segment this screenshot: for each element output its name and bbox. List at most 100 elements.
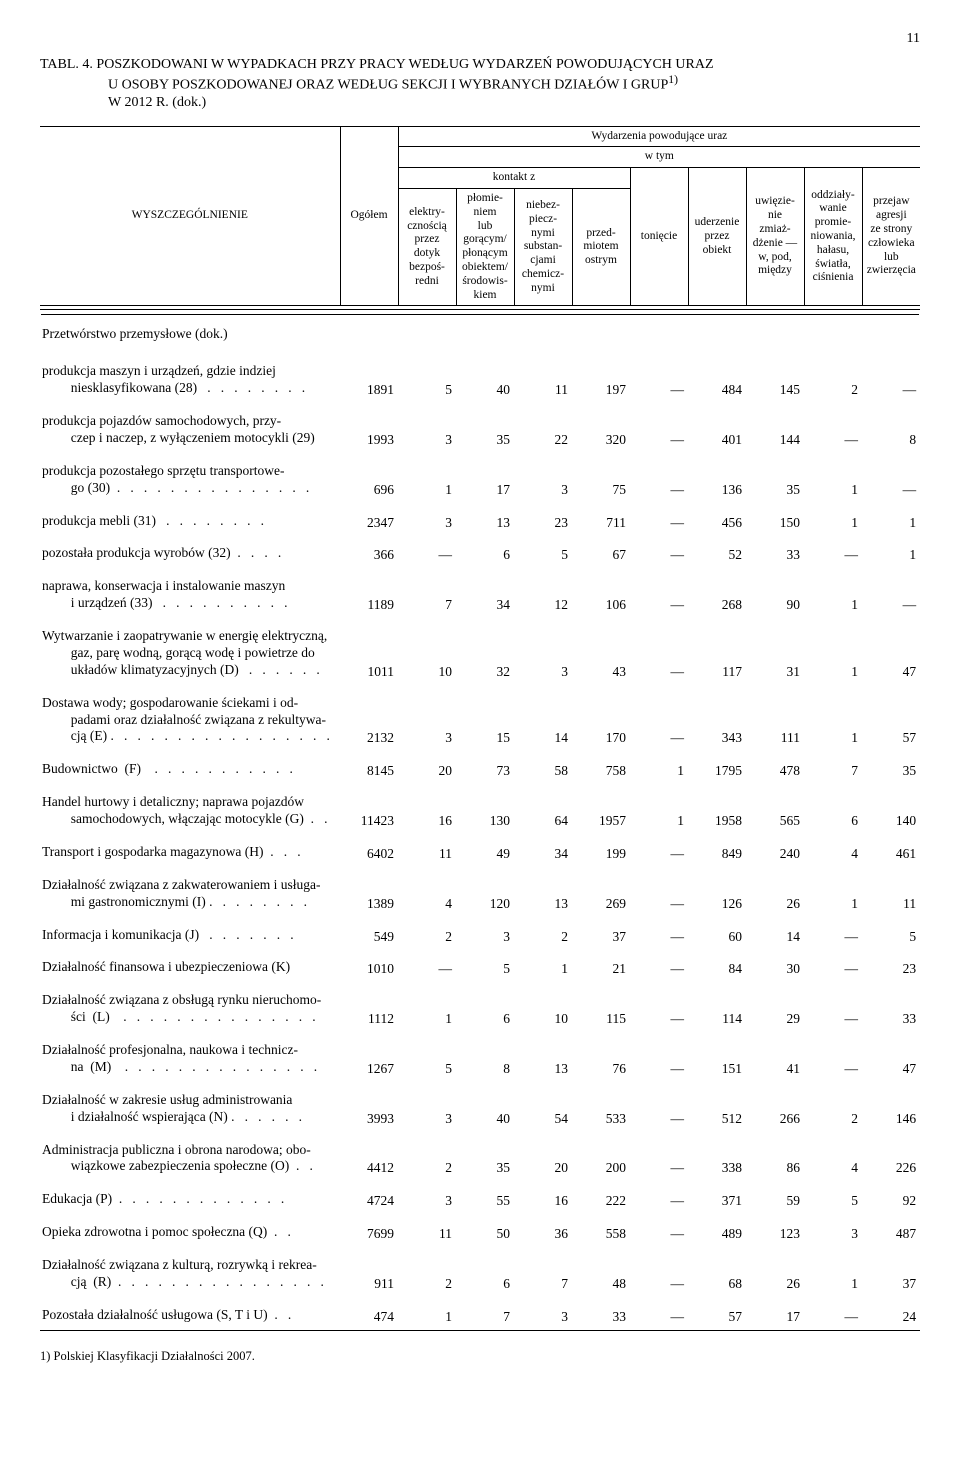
cell: 549	[340, 917, 398, 950]
cell: 6402	[340, 834, 398, 867]
hdr-c3: niebez- piecz- nymi substan- cjami chemi…	[514, 189, 572, 306]
table-row: produkcja mebli (31) . . . . . . . .2347…	[40, 503, 920, 536]
table-row: produkcja maszyn i urządzeń, gdzie indzi…	[40, 353, 920, 403]
cell: 2347	[340, 503, 398, 536]
cell: 1389	[340, 867, 398, 917]
cell: 489	[688, 1214, 746, 1247]
cell: —	[630, 917, 688, 950]
cell: 16	[398, 784, 456, 834]
cell: 2	[514, 917, 572, 950]
cell: 40	[456, 353, 514, 403]
cell: 1958	[688, 784, 746, 834]
cell: 43	[572, 618, 630, 685]
cell: 33	[572, 1297, 630, 1330]
cell: 13	[514, 867, 572, 917]
cell: 11	[514, 353, 572, 403]
table-row: Wytwarzanie i zaopatrywanie w energię el…	[40, 618, 920, 685]
cell: 86	[746, 1132, 804, 1182]
cell: 1	[862, 503, 920, 536]
cell: —	[804, 535, 862, 568]
cell: 29	[746, 982, 804, 1032]
row-label: Budownictwo (F) . . . . . . . . . . .	[40, 751, 340, 784]
cell: 1	[804, 503, 862, 536]
cell: 758	[572, 751, 630, 784]
hdr-wtym: w tym	[398, 147, 920, 168]
table-row: Informacja i komunikacja (J) . . . . . .…	[40, 917, 920, 950]
cell: —	[630, 453, 688, 503]
cell: —	[862, 453, 920, 503]
cell: 343	[688, 685, 746, 752]
row-label: Transport i gospodarka magazynowa (H) . …	[40, 834, 340, 867]
hdr-c5: tonięcie	[630, 168, 688, 306]
cell: —	[630, 568, 688, 618]
cell: 73	[456, 751, 514, 784]
cell: 4412	[340, 1132, 398, 1182]
cell: 478	[746, 751, 804, 784]
cell: 33	[746, 535, 804, 568]
cell: 16	[514, 1181, 572, 1214]
cell: 1993	[340, 403, 398, 453]
table-row: Transport i gospodarka magazynowa (H) . …	[40, 834, 920, 867]
cell: 1	[804, 685, 862, 752]
cell: 5	[456, 949, 514, 982]
cell: 37	[862, 1247, 920, 1297]
cell: 11	[398, 834, 456, 867]
cell: —	[804, 403, 862, 453]
cell: 115	[572, 982, 630, 1032]
table-row: Działalność finansowa i ubezpieczeniowa …	[40, 949, 920, 982]
cell: 34	[456, 568, 514, 618]
cell: —	[630, 867, 688, 917]
row-label: Informacja i komunikacja (J) . . . . . .…	[40, 917, 340, 950]
cell: 2	[398, 917, 456, 950]
cell: —	[862, 568, 920, 618]
cell: 33	[862, 982, 920, 1032]
hdr-c4: przed- miotem ostrym	[572, 189, 630, 306]
cell: 11	[862, 867, 920, 917]
cell: 150	[746, 503, 804, 536]
cell: 92	[862, 1181, 920, 1214]
row-label: Działalność finansowa i ubezpieczeniowa …	[40, 949, 340, 982]
cell: —	[630, 1247, 688, 1297]
cell: 3	[456, 917, 514, 950]
cell: —	[398, 535, 456, 568]
cell: 484	[688, 353, 746, 403]
cell: 240	[746, 834, 804, 867]
cell: 35	[456, 1132, 514, 1182]
cell: 84	[688, 949, 746, 982]
footnote: 1) Polskiej Klasyfikacji Działalności 20…	[40, 1349, 920, 1365]
cell: 456	[688, 503, 746, 536]
cell: 140	[862, 784, 920, 834]
cell: 50	[456, 1214, 514, 1247]
cell: —	[804, 1032, 862, 1082]
table-row: Dostawa wody; gospodarowanie ściekami i …	[40, 685, 920, 752]
cell: 5	[398, 1032, 456, 1082]
cell: 48	[572, 1247, 630, 1297]
cell: 4	[804, 834, 862, 867]
title-l3: W 2012 R. (dok.)	[108, 95, 206, 110]
row-label: Dostawa wody; gospodarowanie ściekami i …	[40, 685, 340, 752]
cell: 146	[862, 1082, 920, 1132]
cell: 401	[688, 403, 746, 453]
cell: 20	[398, 751, 456, 784]
cell: 31	[746, 618, 804, 685]
cell: 26	[746, 1247, 804, 1297]
cell: 1189	[340, 568, 398, 618]
hdr-wyszcz: WYSZCZEGÓLNIENIE	[40, 126, 340, 306]
cell: 3	[398, 1082, 456, 1132]
cell: 7	[398, 568, 456, 618]
cell: 59	[746, 1181, 804, 1214]
cell: 266	[746, 1082, 804, 1132]
hdr-wydarzenia: Wydarzenia powodujące uraz	[398, 126, 920, 147]
cell: 126	[688, 867, 746, 917]
cell: 3	[514, 1297, 572, 1330]
cell: 849	[688, 834, 746, 867]
cell: 7	[514, 1247, 572, 1297]
page-number: 11	[40, 30, 920, 48]
cell: 2	[398, 1132, 456, 1182]
cell: 911	[340, 1247, 398, 1297]
row-label: naprawa, konserwacja i instalowanie masz…	[40, 568, 340, 618]
title-l1: TABL. 4. POSZKODOWANI W WYPADKACH PRZY P…	[40, 57, 714, 72]
cell: 371	[688, 1181, 746, 1214]
cell: 1795	[688, 751, 746, 784]
table-row: Budownictwo (F) . . . . . . . . . . .814…	[40, 751, 920, 784]
